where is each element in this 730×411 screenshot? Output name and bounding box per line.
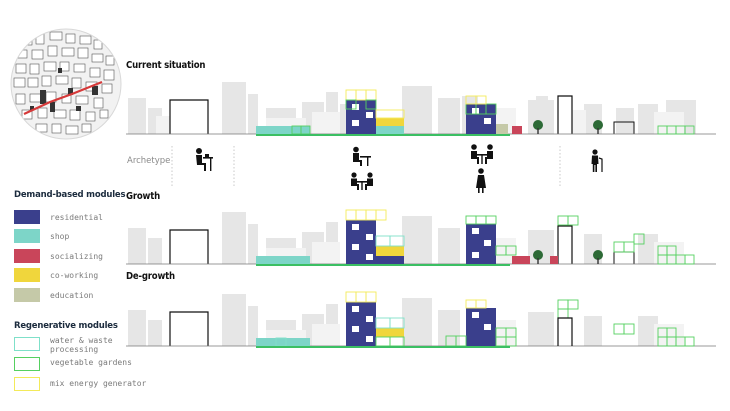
streetscape-degrowth [126,291,716,348]
archetype-dividers [171,146,561,188]
person-at-desk-icon [196,148,213,171]
elderly-person-with-cane-icon [476,168,486,193]
swatch-co-working [14,268,40,282]
section-title-current: Current situation [126,60,206,71]
tree-icon [533,120,603,134]
legend-label-socializing: socializing [50,252,103,261]
swatch-education [14,288,40,302]
group-at-table-icon [351,172,373,190]
district-map-icon [10,28,122,140]
legend-regen-title: Regenerative modules [14,321,118,331]
group-at-table-icon [353,146,371,166]
swatch-shop [14,229,40,243]
legend-demand-title: Demand-based modules [14,190,126,200]
section-title-growth: Growth [126,191,160,202]
tree-icon [533,250,603,264]
elderly-person-with-cane-icon [591,149,603,172]
legend-label-co-working: co-working [50,271,99,280]
people-meeting-icon [471,144,493,164]
legend-label-education: education [50,291,94,300]
streetscape-current [126,82,716,136]
archetype-label: Archetype [127,156,171,166]
legend-label-energy-generator: mix energy generator [50,379,147,388]
streetscape-growth [126,209,716,266]
swatch-energy-generator [14,377,40,391]
legend-label-residential: residential [50,213,103,222]
swatch-socializing [14,249,40,263]
legend-label-vegetable-gardens: vegetable gardens [50,358,132,367]
legend-label-water-waste: water & waste processing [50,336,113,354]
section-title-degrowth: De-growth [126,271,175,282]
swatch-residential [14,210,40,224]
swatch-vegetable-gardens [14,357,40,371]
legend-label-shop: shop [50,232,70,241]
swatch-water-waste [14,337,40,351]
